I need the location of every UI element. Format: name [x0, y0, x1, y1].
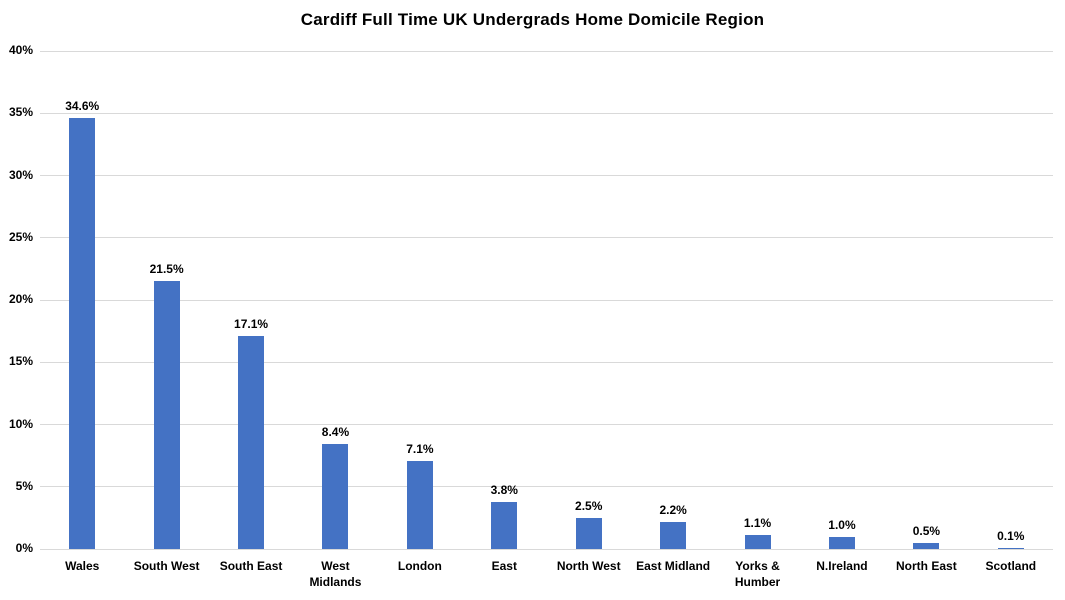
- bar: [575, 517, 602, 549]
- bar-value-label: 3.8%: [490, 482, 518, 497]
- bar: [153, 281, 180, 549]
- bar: [69, 118, 96, 549]
- bar: [828, 536, 855, 549]
- x-axis-category-label: Scotland: [985, 559, 1037, 573]
- bar-value-label: 2.5%: [575, 498, 603, 513]
- gridline: [40, 486, 1053, 488]
- x-axis-category-label: North West: [556, 559, 621, 573]
- x-axis-category-label: South West: [133, 559, 200, 573]
- x-axis-category-label: East: [491, 559, 517, 573]
- y-axis-tick-label: 40%: [8, 43, 33, 57]
- gridline: [40, 112, 1053, 114]
- bar: [744, 535, 771, 549]
- bar: [238, 336, 265, 549]
- gridline: [40, 299, 1053, 301]
- gridline: [40, 361, 1053, 363]
- bar-value-label: 8.4%: [321, 425, 350, 440]
- plot-area: [40, 50, 1053, 550]
- gridline: [40, 50, 1053, 52]
- bar-value-label: 34.6%: [65, 99, 100, 114]
- bar-value-label: 1.0%: [828, 517, 856, 532]
- y-axis-tick-label: 20%: [8, 292, 33, 306]
- bar-value-label: 0.5%: [912, 523, 941, 538]
- bar: [491, 501, 518, 549]
- y-axis-tick-label: 15%: [8, 354, 33, 369]
- x-axis-category-label: East Midland: [636, 559, 711, 573]
- x-axis-category-label: N.Ireland: [816, 559, 868, 573]
- gridline: [40, 548, 1053, 550]
- y-axis-tick-label: 35%: [8, 105, 33, 120]
- y-axis-tick-label: 10%: [8, 416, 33, 431]
- x-axis-category-label: South East: [219, 559, 283, 573]
- bar-value-label: 21.5%: [149, 262, 184, 277]
- bar: [997, 547, 1024, 549]
- x-axis-category-label: London: [397, 559, 442, 573]
- x-axis-category-label: West Midlands: [309, 559, 362, 589]
- y-axis-tick-label: 30%: [8, 167, 33, 182]
- bar: [913, 542, 940, 549]
- bar-value-label: 1.1%: [743, 516, 772, 531]
- y-axis-tick-label: 25%: [8, 229, 33, 244]
- bar: [660, 521, 687, 549]
- bar: [322, 444, 349, 549]
- bar-value-label: 0.1%: [997, 528, 1025, 543]
- x-axis-category-label: North East: [896, 559, 957, 573]
- gridline: [40, 175, 1053, 176]
- x-axis-category-label: Yorks & Humber: [734, 559, 781, 589]
- bar-value-label: 2.2%: [659, 502, 687, 517]
- y-axis-tick-label: 0%: [15, 541, 33, 555]
- x-axis-category-label: Wales: [65, 559, 100, 573]
- gridline: [40, 424, 1053, 425]
- chart-title: Cardiff Full Time UK Undergrads Home Dom…: [300, 10, 765, 29]
- gridline: [40, 237, 1053, 239]
- y-axis-tick-label: 5%: [15, 478, 33, 493]
- bar: [406, 460, 433, 549]
- bar-value-label: 17.1%: [234, 317, 269, 332]
- bar-value-label: 7.1%: [406, 441, 434, 456]
